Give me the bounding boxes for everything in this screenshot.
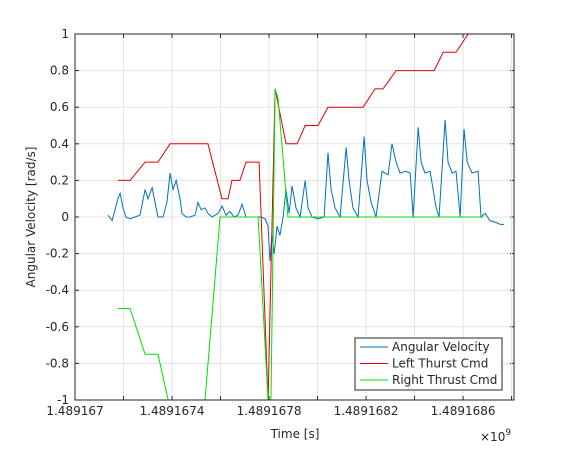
axes-box <box>74 33 515 401</box>
y-tick-label: 0 <box>61 210 69 224</box>
x-tick-label: 1.4891686 <box>431 404 496 418</box>
y-tick-label: -0.4 <box>46 283 69 297</box>
series-line <box>117 33 479 401</box>
legend-label: Angular Velocity <box>392 340 490 354</box>
y-tick-label: 0.4 <box>50 137 69 151</box>
series-line <box>117 88 484 401</box>
y-tick-label: -0.6 <box>46 320 69 334</box>
y-tick-label: 0.8 <box>50 64 69 78</box>
x-tick-label: 1.4891678 <box>237 404 302 418</box>
series-line <box>107 119 505 261</box>
legend-label: Right Thrust Cmd <box>392 373 497 387</box>
x-axis-label: Time [s] <box>270 427 320 441</box>
y-tick-label: 1 <box>61 27 69 41</box>
legend-label: Left Thurst Cmd <box>392 357 488 371</box>
y-tick-label: -0.8 <box>46 356 69 370</box>
x-tick-label: 1.4891682 <box>334 404 399 418</box>
x-exponent: ×109 <box>480 428 511 444</box>
y-tick-label: -0.2 <box>46 247 69 261</box>
x-tick-label: 1.489167 <box>46 404 103 418</box>
y-tick-label: 0.2 <box>50 173 69 187</box>
x-tick-label: 1.4891674 <box>140 404 205 418</box>
y-tick-label: -1 <box>57 393 69 407</box>
y-axis-label: Angular Velocity [rad/s] <box>24 147 38 288</box>
x-exponent-power: 9 <box>505 428 511 438</box>
y-tick-label: 0.6 <box>50 100 69 114</box>
x-exponent-base: ×10 <box>480 430 505 444</box>
